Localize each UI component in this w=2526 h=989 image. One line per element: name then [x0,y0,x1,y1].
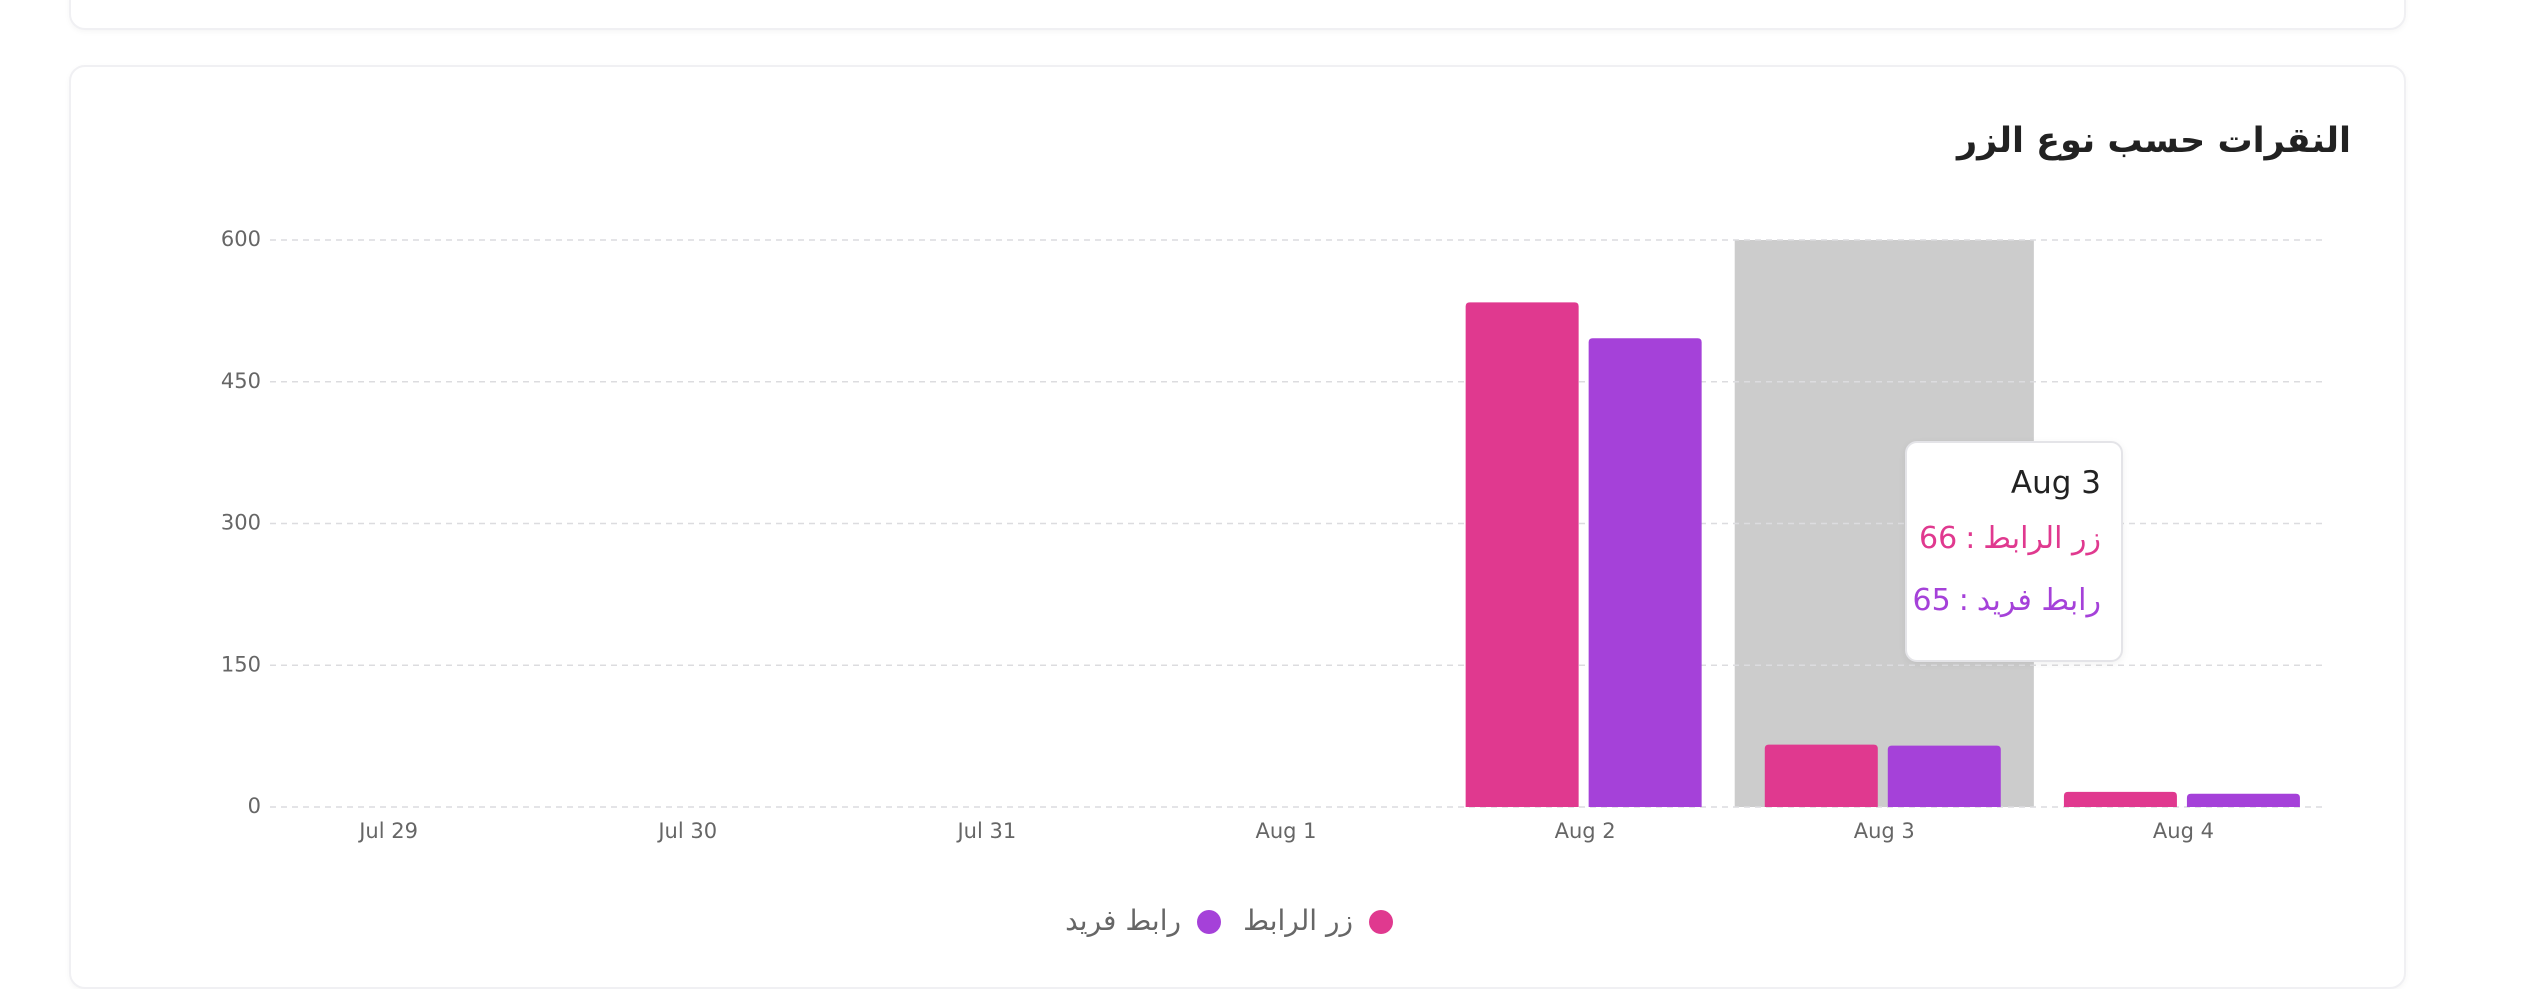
bar [1887,745,2001,807]
tooltip-item: رابط فريد:65 [1907,583,2101,645]
y-tick-label: 300 [221,511,261,535]
tooltip-value: 66 [1919,521,1958,556]
bar [1588,338,1702,807]
legend-marker [1197,910,1221,934]
x-tick-label: Jul 29 [357,819,418,843]
tooltip-title: Aug 3 [2010,465,2101,501]
x-tick-label: Jul 30 [656,819,717,843]
tooltip: Aug 3 زر الرابط:66 رابط فريد:65 [1905,441,2123,662]
tooltip-name: رابط فريد [1976,583,2101,618]
y-tick-label: 150 [221,652,261,676]
x-tick-label: Aug 1 [1255,819,1316,843]
tooltip-separator: : [1958,583,1969,618]
y-tick-label: 450 [221,369,261,393]
bar [2186,793,2300,807]
x-tick-label: Aug 3 [1854,819,1915,843]
tooltip-value: 65 [1912,583,1951,618]
y-tick-label: 600 [221,227,261,251]
legend-label: زر الرابط [1243,904,1353,937]
page: النقرات حسب نوع الزر 0 150 300 450 600 Jul 29… [69,0,2406,989]
chart: النقرات حسب نوع الزر 0 150 300 450 600 Jul 29… [221,121,2351,937]
previous-card [69,0,2406,30]
x-tick-label: Aug 2 [1555,819,1616,843]
x-tick-label: Aug 4 [2153,819,2214,843]
bar [1465,302,1579,807]
x-tick-label: Jul 31 [955,819,1016,843]
card-title: النقرات حسب نوع الزر [1955,121,2351,161]
tooltip-name: زر الرابط [1983,521,2101,556]
bar [1764,744,1878,807]
legend-label: رابط فريد [1065,904,1181,937]
tooltip-separator: : [1965,521,1976,556]
bar [2063,791,2177,807]
tooltip-item: زر الرابط:66 [1907,521,2101,583]
legend-marker [1369,910,1393,934]
y-tick-label: 0 [248,794,261,818]
